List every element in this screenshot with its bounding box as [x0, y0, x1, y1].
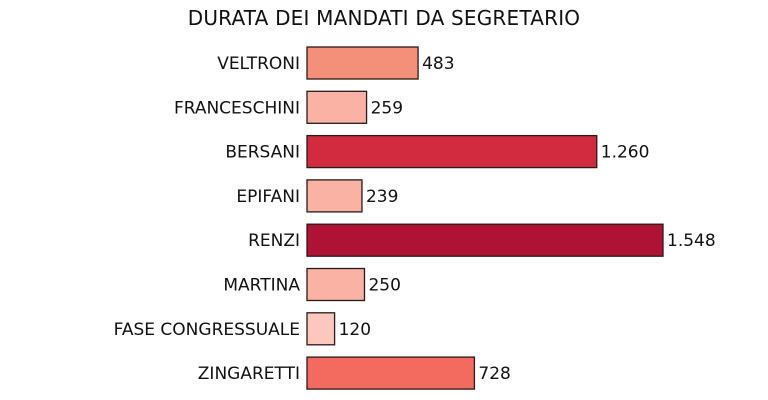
bar: [306, 90, 368, 124]
bar: [306, 223, 664, 257]
value-label: 483: [422, 54, 454, 74]
category-label: FRANCESCHINI: [174, 98, 300, 118]
category-label: EPIFANI: [236, 187, 300, 207]
bar: [306, 312, 336, 346]
bar: [306, 267, 366, 302]
bar: [306, 356, 476, 390]
category-label: MARTINA: [223, 276, 300, 296]
category-label: VELTRONI: [217, 54, 300, 74]
value-label: 250: [368, 276, 400, 296]
category-label: ZINGARETTI: [198, 364, 300, 384]
value-label: 1.548: [667, 231, 716, 251]
value-label: 120: [339, 320, 371, 340]
chart-title: DURATA DEI MANDATI DA SEGRETARIO: [187, 6, 581, 30]
value-label: 239: [366, 187, 398, 207]
value-label: 259: [371, 98, 403, 118]
bar: [306, 179, 363, 213]
bar: [306, 46, 419, 80]
value-label: 1.260: [601, 143, 650, 163]
bar: [306, 134, 598, 169]
value-label: 728: [478, 364, 510, 384]
category-label: BERSANI: [225, 143, 300, 163]
category-label: FASE CONGRESSUALE: [114, 320, 300, 340]
category-label: RENZI: [248, 231, 300, 251]
